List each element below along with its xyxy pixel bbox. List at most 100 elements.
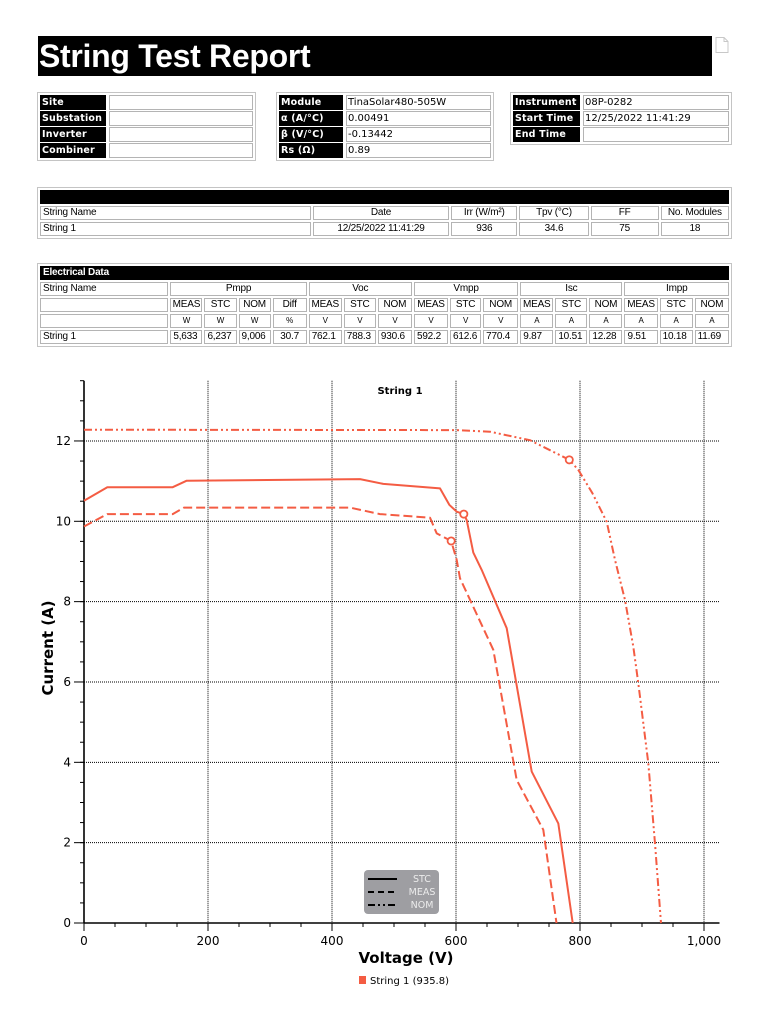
module-label: Module bbox=[279, 95, 343, 110]
report-title: String Test Report bbox=[39, 38, 311, 74]
series-legend[interactable]: String 1 (935.8) bbox=[359, 976, 449, 987]
beta-row: β (V/°C) -0.13442 bbox=[279, 127, 491, 142]
unit-cell: A bbox=[694, 314, 729, 328]
cell-voc-stc: 788.3 bbox=[343, 330, 376, 344]
cell-isc-stc: 10.51 bbox=[555, 330, 588, 344]
combiner-row: Combiner bbox=[40, 143, 253, 158]
x-tick-label: 200 bbox=[197, 934, 220, 948]
subheader-vmpp-stc: STC bbox=[450, 298, 482, 312]
x-tick-label: 800 bbox=[569, 934, 592, 948]
combiner-label: Combiner bbox=[40, 143, 106, 158]
inverter-row: Inverter bbox=[40, 127, 253, 142]
subheader-pmpp-diff: Diff bbox=[272, 298, 307, 312]
unit-cell: V bbox=[483, 314, 519, 328]
beta-value: -0.13442 bbox=[346, 127, 491, 142]
chart-grid bbox=[84, 380, 720, 923]
chart-title: String 1 bbox=[377, 386, 422, 397]
legend-label-meas: MEAS bbox=[409, 887, 436, 898]
subheader-voc-stc: STC bbox=[343, 298, 376, 312]
col-header-irr: Irr (W/m²) bbox=[451, 206, 518, 220]
unit-cell: A bbox=[624, 314, 658, 328]
cell-voc-meas: 762.1 bbox=[308, 330, 342, 344]
cell-isc-meas: 9.87 bbox=[520, 330, 554, 344]
cell-date: 12/25/2022 11:41:29 bbox=[312, 222, 450, 236]
group-header-pmpp: Pmpp bbox=[170, 282, 307, 296]
subheader-voc-meas: MEAS bbox=[308, 298, 342, 312]
unit-cell: W bbox=[204, 314, 237, 328]
subheader-isc-meas: MEAS bbox=[520, 298, 554, 312]
x-tick-label: 0 bbox=[80, 934, 88, 948]
x-axis-title: Voltage (V) bbox=[359, 949, 454, 967]
mpp-marker-stc bbox=[459, 509, 469, 519]
site-info-box: Site Substation Inverter Combiner bbox=[37, 92, 256, 161]
rs-value: 0.89 bbox=[346, 143, 491, 158]
series-color-swatch-icon bbox=[359, 976, 366, 984]
start-time-value: 12/25/2022 11:41:29 bbox=[583, 111, 729, 126]
combiner-value bbox=[109, 143, 253, 158]
site-label: Site bbox=[40, 95, 106, 110]
substation-value bbox=[109, 111, 253, 126]
cell-irr: 936 bbox=[451, 222, 518, 236]
group-header-impp: Impp bbox=[624, 282, 729, 296]
cell-vmpp-stc: 612.6 bbox=[450, 330, 482, 344]
y-tick-label: 10 bbox=[56, 514, 71, 528]
document-icon[interactable] bbox=[713, 36, 731, 54]
electrical-subheader-row: MEAS STC NOM Diff MEAS STC NOM MEAS STC … bbox=[40, 298, 729, 312]
subheader-impp-stc: STC bbox=[659, 298, 693, 312]
rs-row: Rs (Ω) 0.89 bbox=[279, 143, 491, 158]
subheader-vmpp-meas: MEAS bbox=[413, 298, 449, 312]
unit-cell: V bbox=[413, 314, 449, 328]
subheader-isc-nom: NOM bbox=[589, 298, 623, 312]
module-value: TinaSolar480-505W bbox=[346, 95, 491, 110]
alpha-value: 0.00491 bbox=[346, 111, 491, 126]
mpp-marker-meas bbox=[446, 536, 456, 546]
x-tick-label: 1,000 bbox=[687, 934, 721, 948]
string-summary-table: String Name Date Irr (W/m²) Tpv (°C) FF … bbox=[37, 187, 732, 239]
legend-label-nom: NOM bbox=[411, 900, 434, 911]
line-style-legend[interactable]: STC MEAS NOM bbox=[364, 870, 439, 914]
substation-label: Substation bbox=[40, 111, 106, 126]
iv-curve-meas bbox=[83, 506, 558, 924]
inverter-label: Inverter bbox=[40, 127, 106, 142]
chart-series bbox=[83, 428, 662, 924]
legend-label-stc: STC bbox=[413, 874, 431, 885]
mpp-marker-nom bbox=[564, 455, 574, 465]
col-header-date: Date bbox=[312, 206, 450, 220]
module-info-box: Module TinaSolar480-505W α (A/°C) 0.0049… bbox=[276, 92, 494, 161]
string-table-title bbox=[40, 190, 729, 204]
cell-string-name: String 1 bbox=[40, 222, 311, 236]
chart-axes: 0 200 400 600 800 1,000 0 2 4 6 8 10 12 bbox=[56, 380, 721, 948]
subheader-impp-nom: NOM bbox=[694, 298, 729, 312]
cell-impp-stc: 10.18 bbox=[659, 330, 693, 344]
alpha-row: α (A/°C) 0.00491 bbox=[279, 111, 491, 126]
cell-pmpp-nom: 9,006 bbox=[238, 330, 271, 344]
end-time-row: End Time bbox=[513, 127, 729, 142]
cell-pmpp-diff: 30.7 bbox=[272, 330, 307, 344]
subheader-vmpp-nom: NOM bbox=[483, 298, 519, 312]
unit-cell: % bbox=[272, 314, 307, 328]
group-header-isc: Isc bbox=[520, 282, 623, 296]
cell-impp-meas: 9.51 bbox=[624, 330, 658, 344]
instrument-value: 08P-0282 bbox=[583, 95, 729, 110]
subheader-pmpp-stc: STC bbox=[204, 298, 237, 312]
rs-label: Rs (Ω) bbox=[279, 143, 343, 158]
cell-pmpp-stc: 6,237 bbox=[204, 330, 237, 344]
subheader-impp-meas: MEAS bbox=[624, 298, 658, 312]
cell-tpv: 34.6 bbox=[519, 222, 589, 236]
substation-row: Substation bbox=[40, 111, 253, 126]
cell-no-modules: 18 bbox=[660, 222, 729, 236]
cell-ff: 75 bbox=[590, 222, 659, 236]
unit-cell: V bbox=[377, 314, 412, 328]
electrical-group-row: String Name Pmpp Voc Vmpp Isc Impp bbox=[40, 282, 729, 296]
module-row: Module TinaSolar480-505W bbox=[279, 95, 491, 110]
cell-impp-nom: 11.69 bbox=[694, 330, 729, 344]
string-table-title-row bbox=[40, 190, 729, 204]
col-header-string-name: String Name bbox=[40, 206, 311, 220]
cell-vmpp-nom: 770.4 bbox=[483, 330, 519, 344]
cell-vmpp-meas: 592.2 bbox=[413, 330, 449, 344]
beta-label: β (V/°C) bbox=[279, 127, 343, 142]
subheader-voc-nom: NOM bbox=[377, 298, 412, 312]
y-tick-label: 6 bbox=[63, 675, 71, 689]
end-time-label: End Time bbox=[513, 127, 580, 142]
iv-curve-stc bbox=[83, 478, 574, 924]
